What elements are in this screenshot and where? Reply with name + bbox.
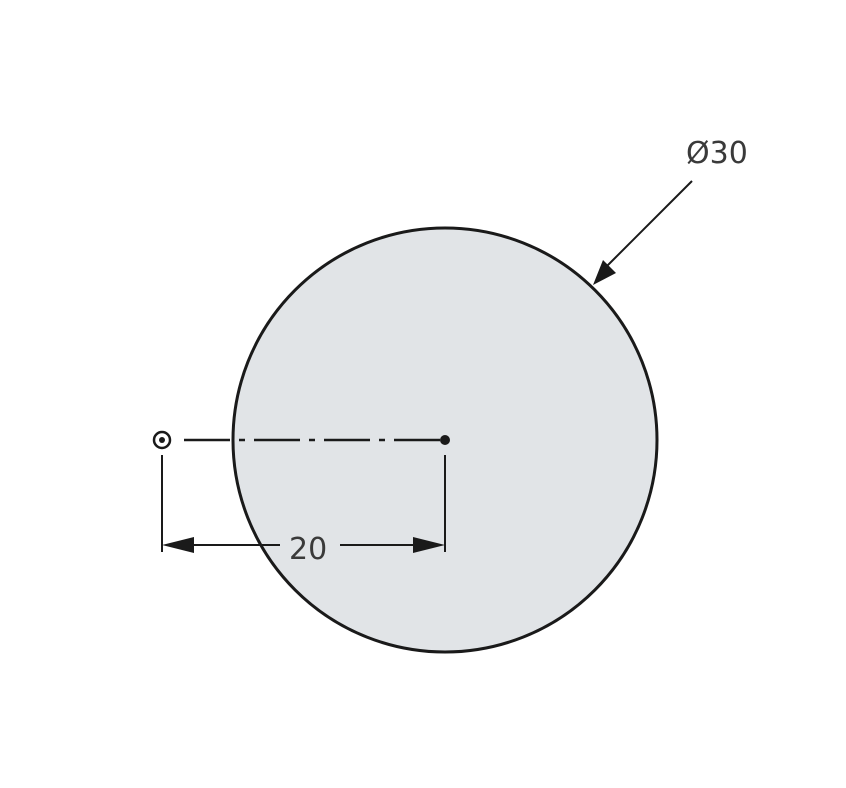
origin-marker-dot	[159, 437, 165, 443]
diameter-leader-line	[602, 180, 693, 271]
diameter-label: Ø30	[686, 136, 748, 171]
diameter-arrowhead	[593, 260, 616, 285]
dimension-arrow-left	[162, 537, 194, 553]
center-point	[440, 435, 450, 445]
linear-dimension-label: 20	[289, 532, 327, 567]
diameter-label-background	[680, 130, 760, 176]
dimension-arrow-right	[413, 537, 445, 553]
